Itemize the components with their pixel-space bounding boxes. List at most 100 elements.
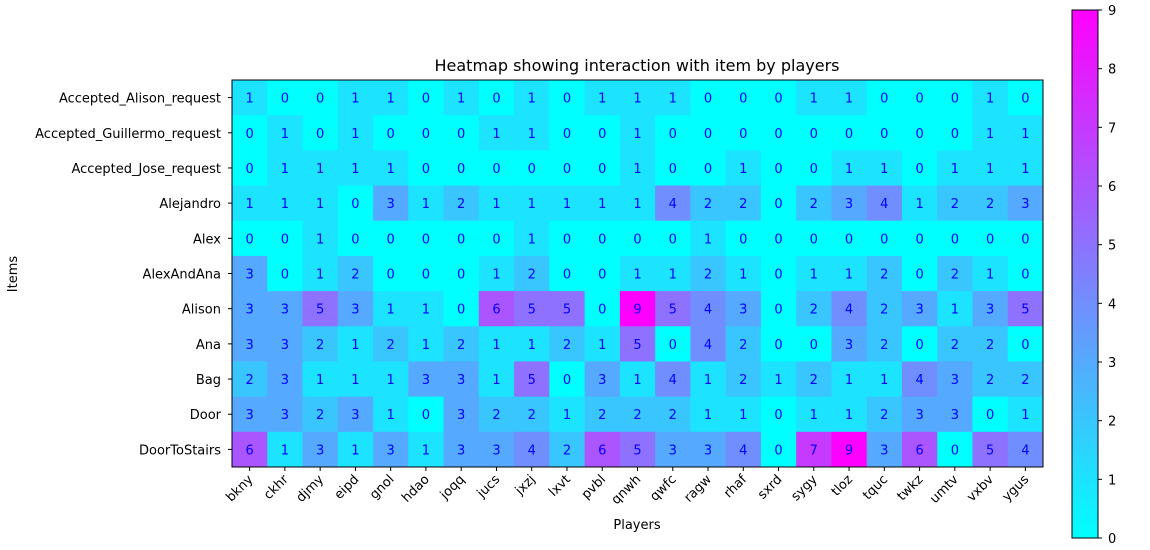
cell-value-label: 1 xyxy=(633,92,641,107)
cell-value-label: 1 xyxy=(281,127,289,142)
heatmap-cell xyxy=(866,220,903,257)
heatmap-cell xyxy=(267,80,303,116)
heatmap-cell xyxy=(760,396,797,433)
cell-value-label: 3 xyxy=(316,443,324,458)
cell-value-label: 0 xyxy=(1021,268,1029,283)
cell-value-label: 1 xyxy=(633,127,641,142)
cell-value-label: 4 xyxy=(1021,443,1029,458)
x-tick-label: djmy xyxy=(294,472,328,506)
heatmap-cell xyxy=(725,115,762,151)
cell-value-label: 1 xyxy=(492,127,500,142)
cell-value-label: 2 xyxy=(1021,373,1029,388)
cell-value-label: 3 xyxy=(915,408,923,423)
cell-value-label: 5 xyxy=(986,443,994,458)
heatmap-cell xyxy=(408,150,444,186)
cell-value-label: 0 xyxy=(951,443,959,458)
cell-value-label: 0 xyxy=(598,303,606,318)
cell-value-label: 4 xyxy=(915,373,923,388)
y-tick-label: Ana xyxy=(196,338,221,353)
cell-value-label: 3 xyxy=(281,373,289,388)
cell-value-label: 1 xyxy=(387,92,395,107)
heatmap-cell xyxy=(267,431,303,468)
cell-value-label: 0 xyxy=(457,162,465,177)
cell-value-label: 0 xyxy=(986,232,994,247)
cell-value-label: 0 xyxy=(492,92,500,107)
heatmap-cell xyxy=(866,361,903,398)
cell-value-label: 3 xyxy=(915,303,923,318)
heatmap-cell xyxy=(549,255,586,292)
heatmap-cell xyxy=(584,361,621,398)
cell-value-label: 1 xyxy=(598,92,606,107)
heatmap-cell xyxy=(478,220,515,257)
cell-value-label: 3 xyxy=(422,373,430,388)
cell-value-label: 2 xyxy=(245,373,253,388)
heatmap-cell xyxy=(267,326,303,362)
heatmap-cell xyxy=(373,431,409,468)
cell-value-label: 1 xyxy=(387,162,395,177)
cell-value-label: 0 xyxy=(774,92,782,107)
heatmap-cell xyxy=(901,115,938,151)
heatmap-cell xyxy=(619,255,656,292)
cell-value-label: 1 xyxy=(810,92,818,107)
cell-value-label: 1 xyxy=(704,408,712,423)
heatmap-cell xyxy=(972,185,1009,222)
cell-value-label: 0 xyxy=(880,232,888,247)
heatmap-cell xyxy=(937,80,973,116)
heatmap-cell xyxy=(337,255,374,292)
cell-value-label: 1 xyxy=(915,197,923,212)
cell-value-label: 2 xyxy=(951,338,959,353)
heatmap-cell xyxy=(796,220,832,257)
cell-value-label: 0 xyxy=(774,162,782,177)
heatmap-cell xyxy=(619,115,656,151)
cell-value-label: 1 xyxy=(739,268,747,283)
cell-value-label: 6 xyxy=(245,443,253,458)
x-tick-label: bkny xyxy=(223,472,256,505)
colorbar-ticks: 0 1 2 3 4 5 6 7 8 9 xyxy=(1098,4,1116,547)
heatmap-cell xyxy=(232,431,268,468)
heatmap-cell xyxy=(937,431,973,468)
cell-value-label: 0 xyxy=(915,232,923,247)
heatmap-cell xyxy=(232,291,268,327)
heatmap-cells: 1 0 0 1 1 0 1 0 1 0 1 1 1 0 0 0 1 1 0 0 0 1 0 0 1 0 1 0 0 0 1 1 0 0 1 0 0 0 0 0… xyxy=(232,80,1044,468)
cell-value-label: 1 xyxy=(528,338,536,353)
heatmap-cell xyxy=(514,150,550,186)
heatmap-cell xyxy=(373,361,409,398)
heatmap-cell xyxy=(267,150,303,186)
heatmap-cell xyxy=(302,80,339,116)
cell-value-label: 0 xyxy=(387,232,395,247)
heatmap-cell xyxy=(584,326,621,362)
cell-value-label: 1 xyxy=(422,443,430,458)
heatmap-cell xyxy=(478,326,515,362)
heatmap-cell xyxy=(443,361,480,398)
cell-value-label: 0 xyxy=(774,127,782,142)
heatmap-cell xyxy=(760,361,797,398)
heatmap-cell xyxy=(232,396,268,433)
cell-value-label: 2 xyxy=(457,338,465,353)
cell-value-label: 0 xyxy=(704,92,712,107)
x-tick-label: qwfc xyxy=(647,472,679,504)
heatmap-cell xyxy=(937,396,973,433)
heatmap-cell xyxy=(796,185,832,222)
cell-value-label: 0 xyxy=(774,408,782,423)
heatmap-cell xyxy=(337,361,374,398)
heatmap-cell xyxy=(549,115,586,151)
heatmap-cell xyxy=(549,291,586,327)
cell-value-label: 5 xyxy=(633,338,641,353)
cell-value-label: 3 xyxy=(669,443,677,458)
heatmap-cell xyxy=(831,220,868,257)
cell-value-label: 1 xyxy=(669,268,677,283)
x-tick-label: pvbl xyxy=(579,472,609,502)
x-tick-label: sygy xyxy=(789,472,821,504)
cell-value-label: 0 xyxy=(669,162,677,177)
heatmap-cell xyxy=(655,326,691,362)
y-tick-label: Alison xyxy=(182,303,221,318)
cell-value-label: 0 xyxy=(457,127,465,142)
cell-value-label: 0 xyxy=(316,127,324,142)
cell-value-label: 1 xyxy=(528,127,536,142)
cell-value-label: 3 xyxy=(986,303,994,318)
cell-value-label: 0 xyxy=(845,127,853,142)
cell-value-label: 1 xyxy=(281,443,289,458)
x-tick-label: ygus xyxy=(1000,472,1033,505)
heatmap-cell xyxy=(478,80,515,116)
cell-value-label: 1 xyxy=(492,268,500,283)
